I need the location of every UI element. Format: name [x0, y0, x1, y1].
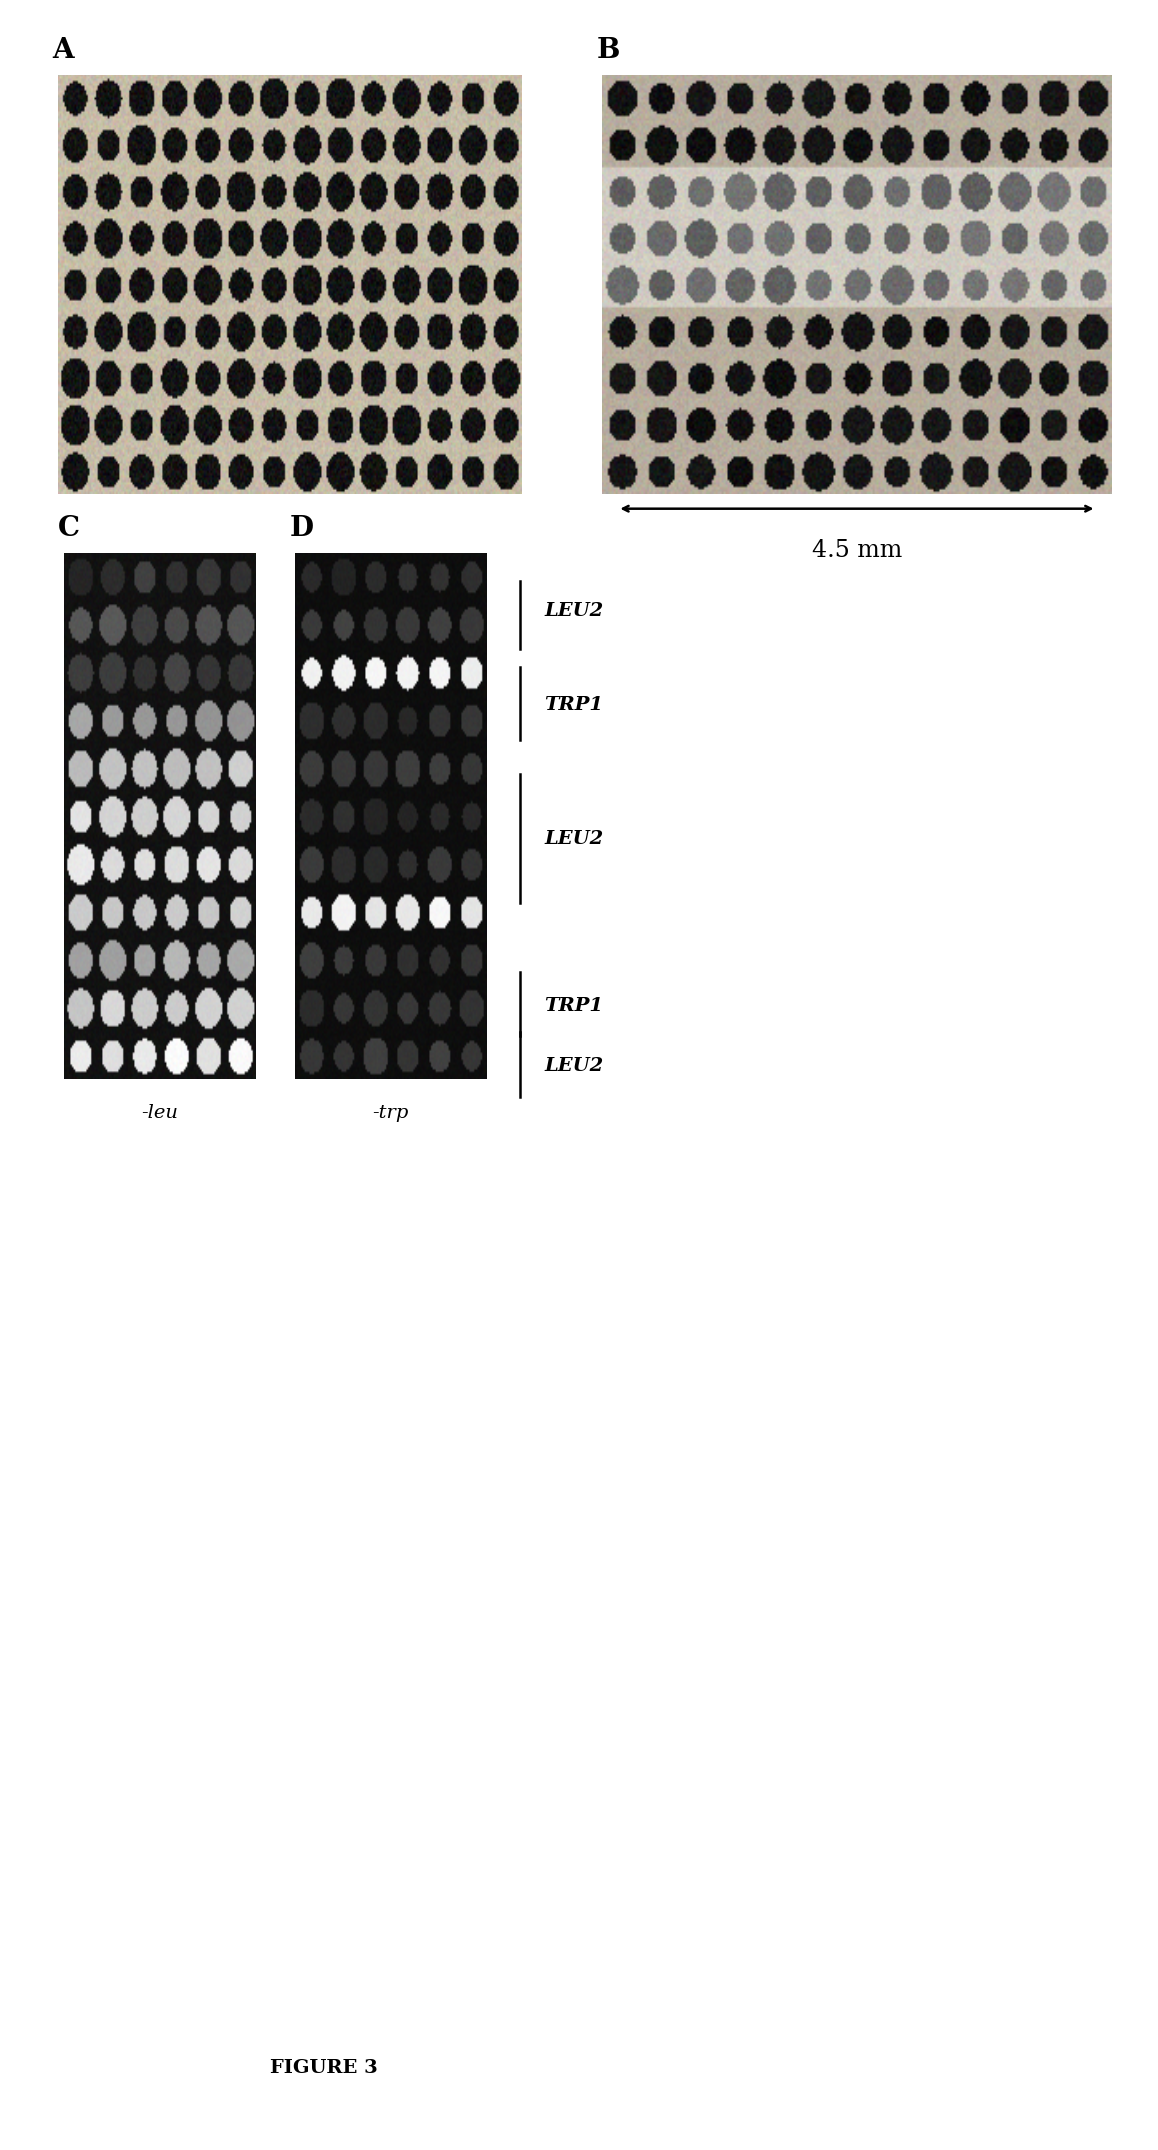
Text: LEU2: LEU2 [544, 602, 603, 619]
Text: -trp: -trp [373, 1103, 409, 1122]
Text: LEU2: LEU2 [544, 830, 603, 847]
Text: 4.5 mm: 4.5 mm [812, 540, 902, 563]
Text: FIGURE 3: FIGURE 3 [270, 2058, 379, 2077]
Text: -leu: -leu [141, 1103, 177, 1122]
Text: B: B [596, 37, 620, 64]
Text: A: A [52, 37, 74, 64]
Text: C: C [58, 514, 80, 542]
Text: LEU2: LEU2 [544, 1058, 603, 1075]
Text: D: D [290, 514, 314, 542]
Text: TRP1: TRP1 [544, 998, 603, 1015]
Text: TRP1: TRP1 [544, 697, 603, 714]
